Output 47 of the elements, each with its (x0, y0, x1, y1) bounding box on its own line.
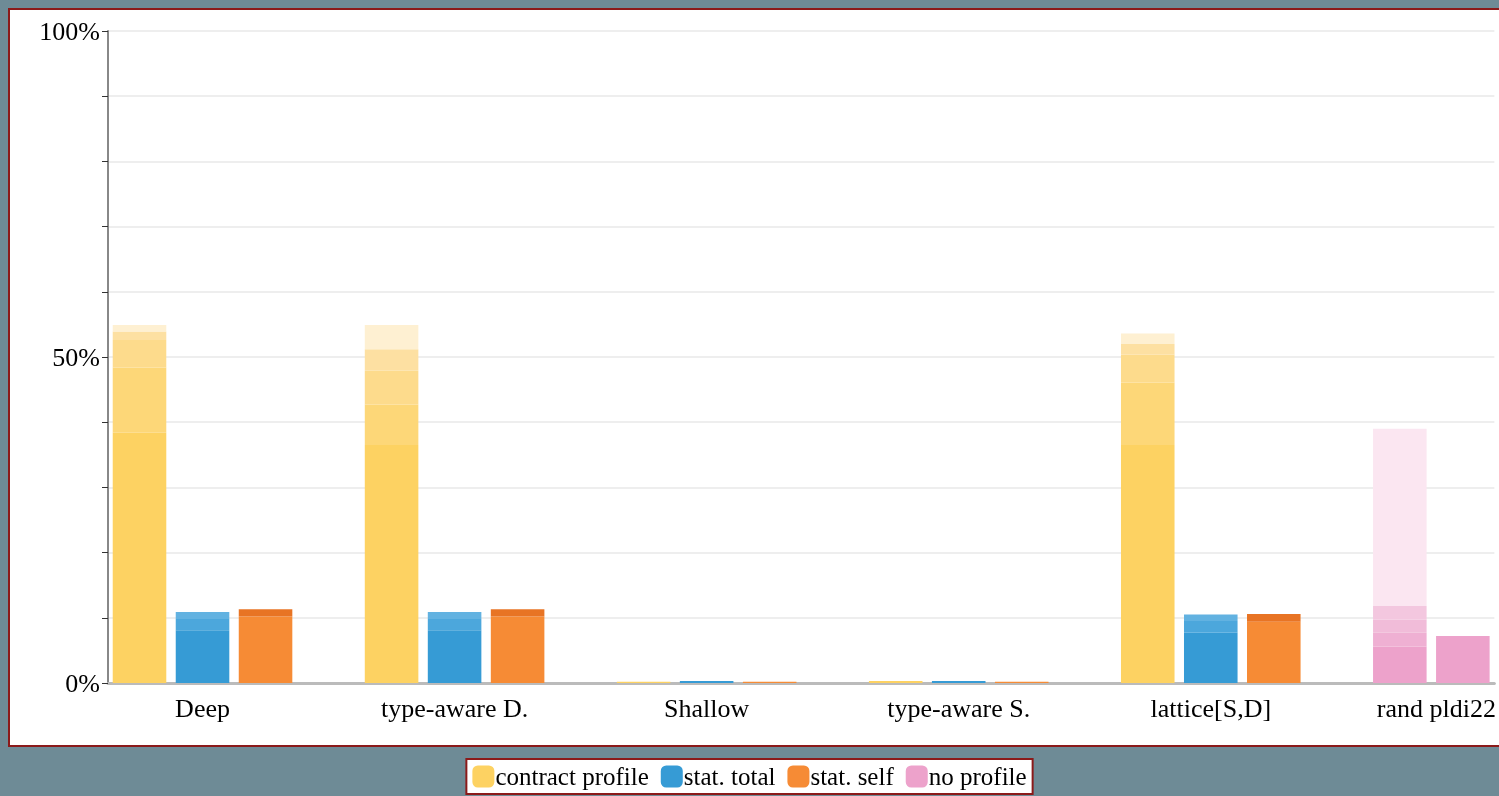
bar (1183, 621, 1238, 633)
bar (112, 325, 167, 332)
bar (1436, 636, 1490, 683)
bar (1183, 632, 1238, 683)
legend-label: contract profile (495, 763, 649, 790)
bar (490, 616, 545, 683)
bar (364, 404, 419, 446)
bar (238, 616, 293, 683)
bar (427, 611, 482, 620)
bar (364, 445, 419, 683)
bar (1183, 614, 1238, 622)
bar (364, 349, 419, 371)
y-tick-label: 0% (65, 668, 100, 698)
bar (175, 619, 230, 631)
x-tick-label: type-aware S. (887, 693, 1031, 723)
bar (1120, 382, 1175, 446)
bar (427, 619, 482, 631)
y-tick-label: 100% (39, 16, 100, 46)
bar (1373, 646, 1427, 683)
x-tick-label: lattice[S,D] (1150, 693, 1272, 723)
bar (1120, 445, 1175, 683)
bar (1373, 428, 1427, 607)
bar (364, 370, 419, 405)
bar (427, 630, 482, 683)
bar (1247, 621, 1301, 683)
bar (1247, 613, 1301, 622)
x-tick-label: Deep (175, 693, 230, 723)
bar (112, 367, 167, 433)
bar (112, 432, 167, 683)
bar (112, 331, 167, 341)
bar (1120, 354, 1175, 383)
bar (1120, 343, 1175, 355)
legend-label: stat. self (810, 763, 895, 790)
bar (175, 630, 230, 683)
bar (175, 611, 230, 620)
x-tick-label: rand (1376, 693, 1423, 723)
x-tick-label: Shallow (664, 693, 750, 723)
legend-label: no profile (928, 763, 1027, 790)
bar (490, 609, 545, 617)
y-tick-label: 50% (52, 342, 100, 372)
legend-label: stat. total (683, 763, 776, 790)
x-tick-label: pldi22 (1429, 693, 1497, 723)
bar (1120, 333, 1175, 344)
bar (364, 325, 419, 350)
bar (238, 609, 293, 617)
bar (112, 340, 167, 368)
x-tick-label: type-aware D. (380, 693, 529, 723)
